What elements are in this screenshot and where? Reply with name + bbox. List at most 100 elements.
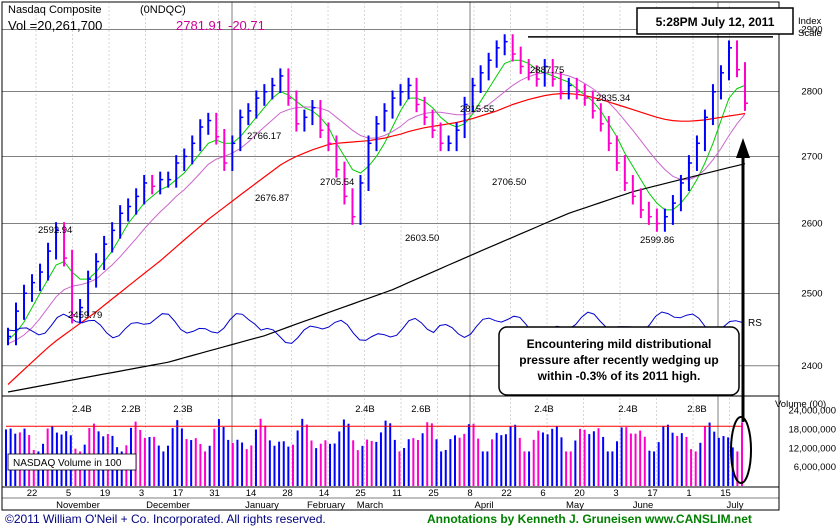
date-tick-label: 22 <box>27 488 38 499</box>
volume-legend-box <box>7 453 137 471</box>
price-bar <box>183 148 188 171</box>
price-bar <box>79 298 84 324</box>
timestamp: 5:28PM July 12, 2011 <box>656 15 775 29</box>
volume-label: Vol =20,261,700 <box>8 18 102 33</box>
price-bar <box>159 171 164 195</box>
price-tick-label: 2800 <box>801 87 822 98</box>
rs-label: RS <box>748 318 762 329</box>
price-annotation: 2766.17 <box>247 131 281 142</box>
price-bar <box>343 161 348 205</box>
price-bar <box>255 90 260 119</box>
price-bar <box>87 270 92 317</box>
month-label: December <box>146 500 190 511</box>
axis-title-index: Index <box>798 16 821 27</box>
price-bar <box>223 128 228 171</box>
price-bar <box>319 100 324 139</box>
month-label: June <box>633 500 654 511</box>
price-bar <box>271 77 276 100</box>
price-bar <box>71 249 76 324</box>
price-tick-label: 2900 <box>801 24 822 35</box>
price-bar <box>615 135 620 171</box>
volume-tick-label: 6,000,000 <box>794 462 836 473</box>
price-bar <box>119 205 124 239</box>
price-annotation: 2815.55 <box>460 104 494 115</box>
price-bar <box>407 77 412 100</box>
price-bar <box>47 242 52 281</box>
volume-bars: 2.4B 2.2B 2.3B 2.4B 2.6B 2.4B 2.4B 2.8B <box>5 404 743 486</box>
volume-annotation: 2.4B <box>618 404 638 415</box>
price-tick-label: 2700 <box>801 151 822 162</box>
price-bar <box>463 96 468 139</box>
price-bar <box>471 77 476 113</box>
price-bar <box>279 68 284 94</box>
price-bar <box>719 65 724 100</box>
price-bar <box>215 112 220 145</box>
price-annotation: 2887.75 <box>530 65 564 76</box>
month-label: July <box>727 500 744 511</box>
price-bar <box>39 263 44 292</box>
volume-annotation: 2.3B <box>173 404 193 415</box>
price-bar <box>391 90 396 119</box>
volume-tick-label: 12,000,000 <box>788 443 836 454</box>
price-bar <box>735 40 740 78</box>
timestamp-box <box>636 7 794 35</box>
ma10-line <box>7 59 746 341</box>
price-bar <box>103 235 108 270</box>
price-annotations: 2592.94 2459.79 2766.17 2676.87 2705.54 2603.… <box>38 65 674 321</box>
price-bar <box>295 90 300 132</box>
date-tick-label: 31 <box>209 488 220 499</box>
date-tick-label: 14 <box>319 488 330 499</box>
volume-axis-title: Volume (00) <box>775 399 826 410</box>
volume-highlight-oval <box>730 416 752 484</box>
price-bar <box>23 284 28 320</box>
price-bar <box>191 135 196 165</box>
price-bar <box>575 77 580 100</box>
price-bar <box>647 201 652 225</box>
price-bar <box>439 122 444 152</box>
price-bar <box>415 77 420 113</box>
date-tick-label: 11 <box>392 488 402 499</box>
date-axis-frame <box>1 486 780 511</box>
date-tick-label: 20 <box>574 488 585 499</box>
volume-tick-label: 18,000,000 <box>788 424 836 435</box>
month-label: February <box>307 500 345 511</box>
date-tick-label: 17 <box>173 488 184 499</box>
volume-legend: NASDAQ Volume in 100 <box>13 458 122 469</box>
price-bar <box>543 59 548 87</box>
price-bar <box>679 174 684 212</box>
date-tick-label: 8 <box>467 488 472 499</box>
price-bar <box>311 100 316 126</box>
price-bar <box>399 84 404 106</box>
callout-line-1: Encountering mild distributional <box>527 337 712 351</box>
price-annotation: 2592.94 <box>38 225 72 236</box>
price-bar <box>303 109 308 132</box>
price-bar <box>655 208 660 232</box>
price-bar <box>567 77 572 100</box>
price-bar <box>559 71 564 100</box>
axis-title-scale: Scale <box>798 28 822 39</box>
price-bar <box>687 155 692 191</box>
last-price: 2781.91 <box>176 18 223 33</box>
price-bar <box>495 40 500 68</box>
price-bar <box>327 122 332 152</box>
index-symbol: (0NDQC) <box>140 4 186 16</box>
price-bar <box>175 155 180 188</box>
price-bar <box>519 46 524 75</box>
date-tick-label: 25 <box>355 488 366 499</box>
month-label: April <box>474 500 493 511</box>
price-bar <box>599 103 604 132</box>
price-bar <box>127 198 132 222</box>
month-label: November <box>56 500 100 511</box>
price-bar <box>375 116 380 152</box>
price-annotation: 2603.50 <box>405 233 439 244</box>
price-bar <box>335 135 340 178</box>
price-annotation: 2676.87 <box>255 193 289 204</box>
price-bar <box>511 34 516 62</box>
price-tick-label: 2400 <box>801 361 822 372</box>
price-bar <box>639 188 644 219</box>
price-bar <box>535 65 540 87</box>
date-tick-label: 22 <box>501 488 512 499</box>
annotation-credit: Annotations by Kenneth J. Gruneisen www.… <box>427 512 752 526</box>
copyright: ©2011 William O'Neil + Co. Incorporated.… <box>5 512 326 526</box>
price-bar <box>151 174 156 195</box>
